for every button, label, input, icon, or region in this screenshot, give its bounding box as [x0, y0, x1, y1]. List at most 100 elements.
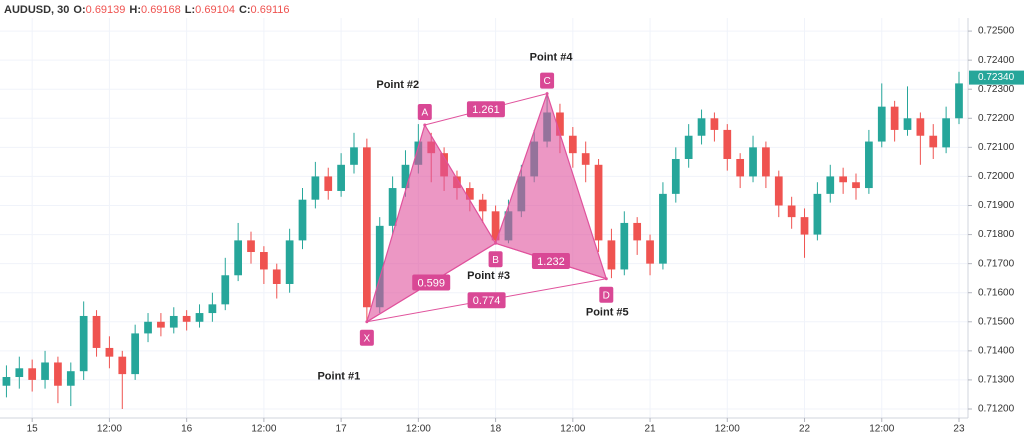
ohlc-value: 0.69116 — [251, 4, 290, 16]
ratio-box — [467, 292, 506, 309]
candle-body — [942, 118, 950, 148]
candle-body — [298, 199, 307, 241]
pattern-point — [494, 241, 498, 245]
candle-body — [620, 222, 629, 270]
candle-body — [736, 158, 745, 177]
candle-body — [916, 118, 925, 136]
x-tick-label: 18 — [490, 424, 502, 435]
candle-body — [260, 252, 268, 270]
candle-body — [478, 199, 487, 212]
x-tick-label: 15 — [27, 424, 39, 435]
pattern-point — [423, 123, 427, 127]
point-letter: A — [421, 108, 428, 119]
candle-body — [105, 347, 114, 357]
x-tick-label: 12:00 — [97, 424, 122, 435]
y-tick-label: 0.71900 — [978, 200, 1015, 211]
candle-body — [272, 269, 281, 284]
y-tick-label: 0.72400 — [978, 55, 1015, 66]
ratio-label: 1.232 — [537, 256, 565, 268]
candle-body — [208, 304, 217, 314]
ratio-box — [531, 253, 570, 270]
y-tick-label: 0.72500 — [978, 26, 1015, 37]
point-letter: B — [492, 255, 499, 266]
x-tick-label: 12:00 — [251, 424, 276, 435]
point-letter: C — [543, 76, 550, 87]
x-tick-label: 21 — [644, 424, 656, 435]
candle-body — [762, 147, 770, 177]
candle-body — [813, 193, 822, 235]
candle-body — [594, 164, 603, 241]
ohlc-key: H: — [129, 4, 141, 16]
candle-body — [41, 362, 49, 380]
y-tick-label: 0.71800 — [978, 229, 1015, 240]
candle-body — [182, 315, 191, 322]
candle-body — [28, 368, 37, 380]
candle-body — [581, 153, 590, 165]
point-name: Point #2 — [376, 79, 419, 91]
candle-body — [92, 315, 101, 348]
candle-body — [955, 83, 963, 119]
x-tick-label: 12:00 — [715, 424, 740, 435]
candle-body — [375, 225, 384, 308]
candle-body — [877, 106, 886, 142]
candle-body — [671, 158, 680, 194]
candle-body — [66, 371, 75, 386]
point-box — [540, 72, 555, 89]
candle-body — [401, 164, 410, 189]
candle-body — [337, 164, 345, 191]
point-box — [417, 103, 432, 120]
candle-body — [697, 118, 706, 136]
x-tick-label: 12:00 — [560, 424, 585, 435]
candle-body — [684, 135, 693, 159]
x-tick-label: 16 — [181, 424, 193, 435]
y-tick-label: 0.71200 — [978, 404, 1015, 415]
candle-body — [157, 321, 165, 328]
candle-body — [363, 147, 371, 308]
ratio-label: 1.261 — [472, 104, 500, 116]
candle-body — [247, 240, 255, 253]
candle-body — [903, 118, 912, 130]
ohlc-value: 0.69139 — [86, 4, 126, 16]
y-tick-label: 0.72000 — [978, 171, 1015, 182]
y-tick-label: 0.71300 — [978, 375, 1015, 386]
point-name: Point #1 — [317, 371, 360, 383]
x-tick-label: 12:00 — [406, 424, 431, 435]
axes: 0.72500 0.72400 0.72300 0.72200 0.72100 0.720… — [27, 26, 1024, 435]
ratio-label: 0.774 — [473, 295, 501, 307]
point-box — [488, 251, 503, 268]
candle-body — [556, 112, 564, 136]
candle-body — [800, 217, 809, 235]
candle-body — [852, 182, 860, 189]
candle-body — [826, 176, 835, 194]
candle-body — [646, 240, 654, 264]
x-tick-label: 17 — [336, 424, 348, 435]
y-tick-label: 0.71400 — [978, 345, 1015, 356]
candle-body — [324, 176, 333, 191]
candle-body — [144, 321, 152, 334]
candle-body — [865, 141, 873, 189]
candle-body — [491, 211, 500, 241]
ohlc-key: O: — [73, 4, 85, 16]
last-price-tag — [969, 70, 1024, 85]
candle-body — [465, 188, 474, 200]
x-tick-label: 23 — [953, 424, 965, 435]
candle-body — [388, 188, 397, 226]
candle-body — [131, 333, 140, 375]
y-tick-label: 0.72300 — [978, 84, 1015, 95]
candle-body — [221, 275, 230, 305]
candle-body — [774, 176, 783, 206]
x-tick-label: 12:00 — [869, 424, 894, 435]
ohlc-value: 0.69168 — [141, 4, 181, 16]
candle-body — [2, 377, 11, 386]
point-letter: D — [603, 290, 610, 301]
pattern-point — [365, 320, 369, 324]
candle-body — [568, 135, 577, 154]
ratio-label: 0.599 — [417, 277, 445, 289]
ohlc-value: 0.69104 — [195, 4, 235, 16]
candle-body — [234, 240, 242, 276]
point-box — [599, 286, 614, 303]
candle-body — [79, 315, 88, 372]
candle-body — [787, 205, 796, 218]
pattern-point — [604, 277, 608, 281]
